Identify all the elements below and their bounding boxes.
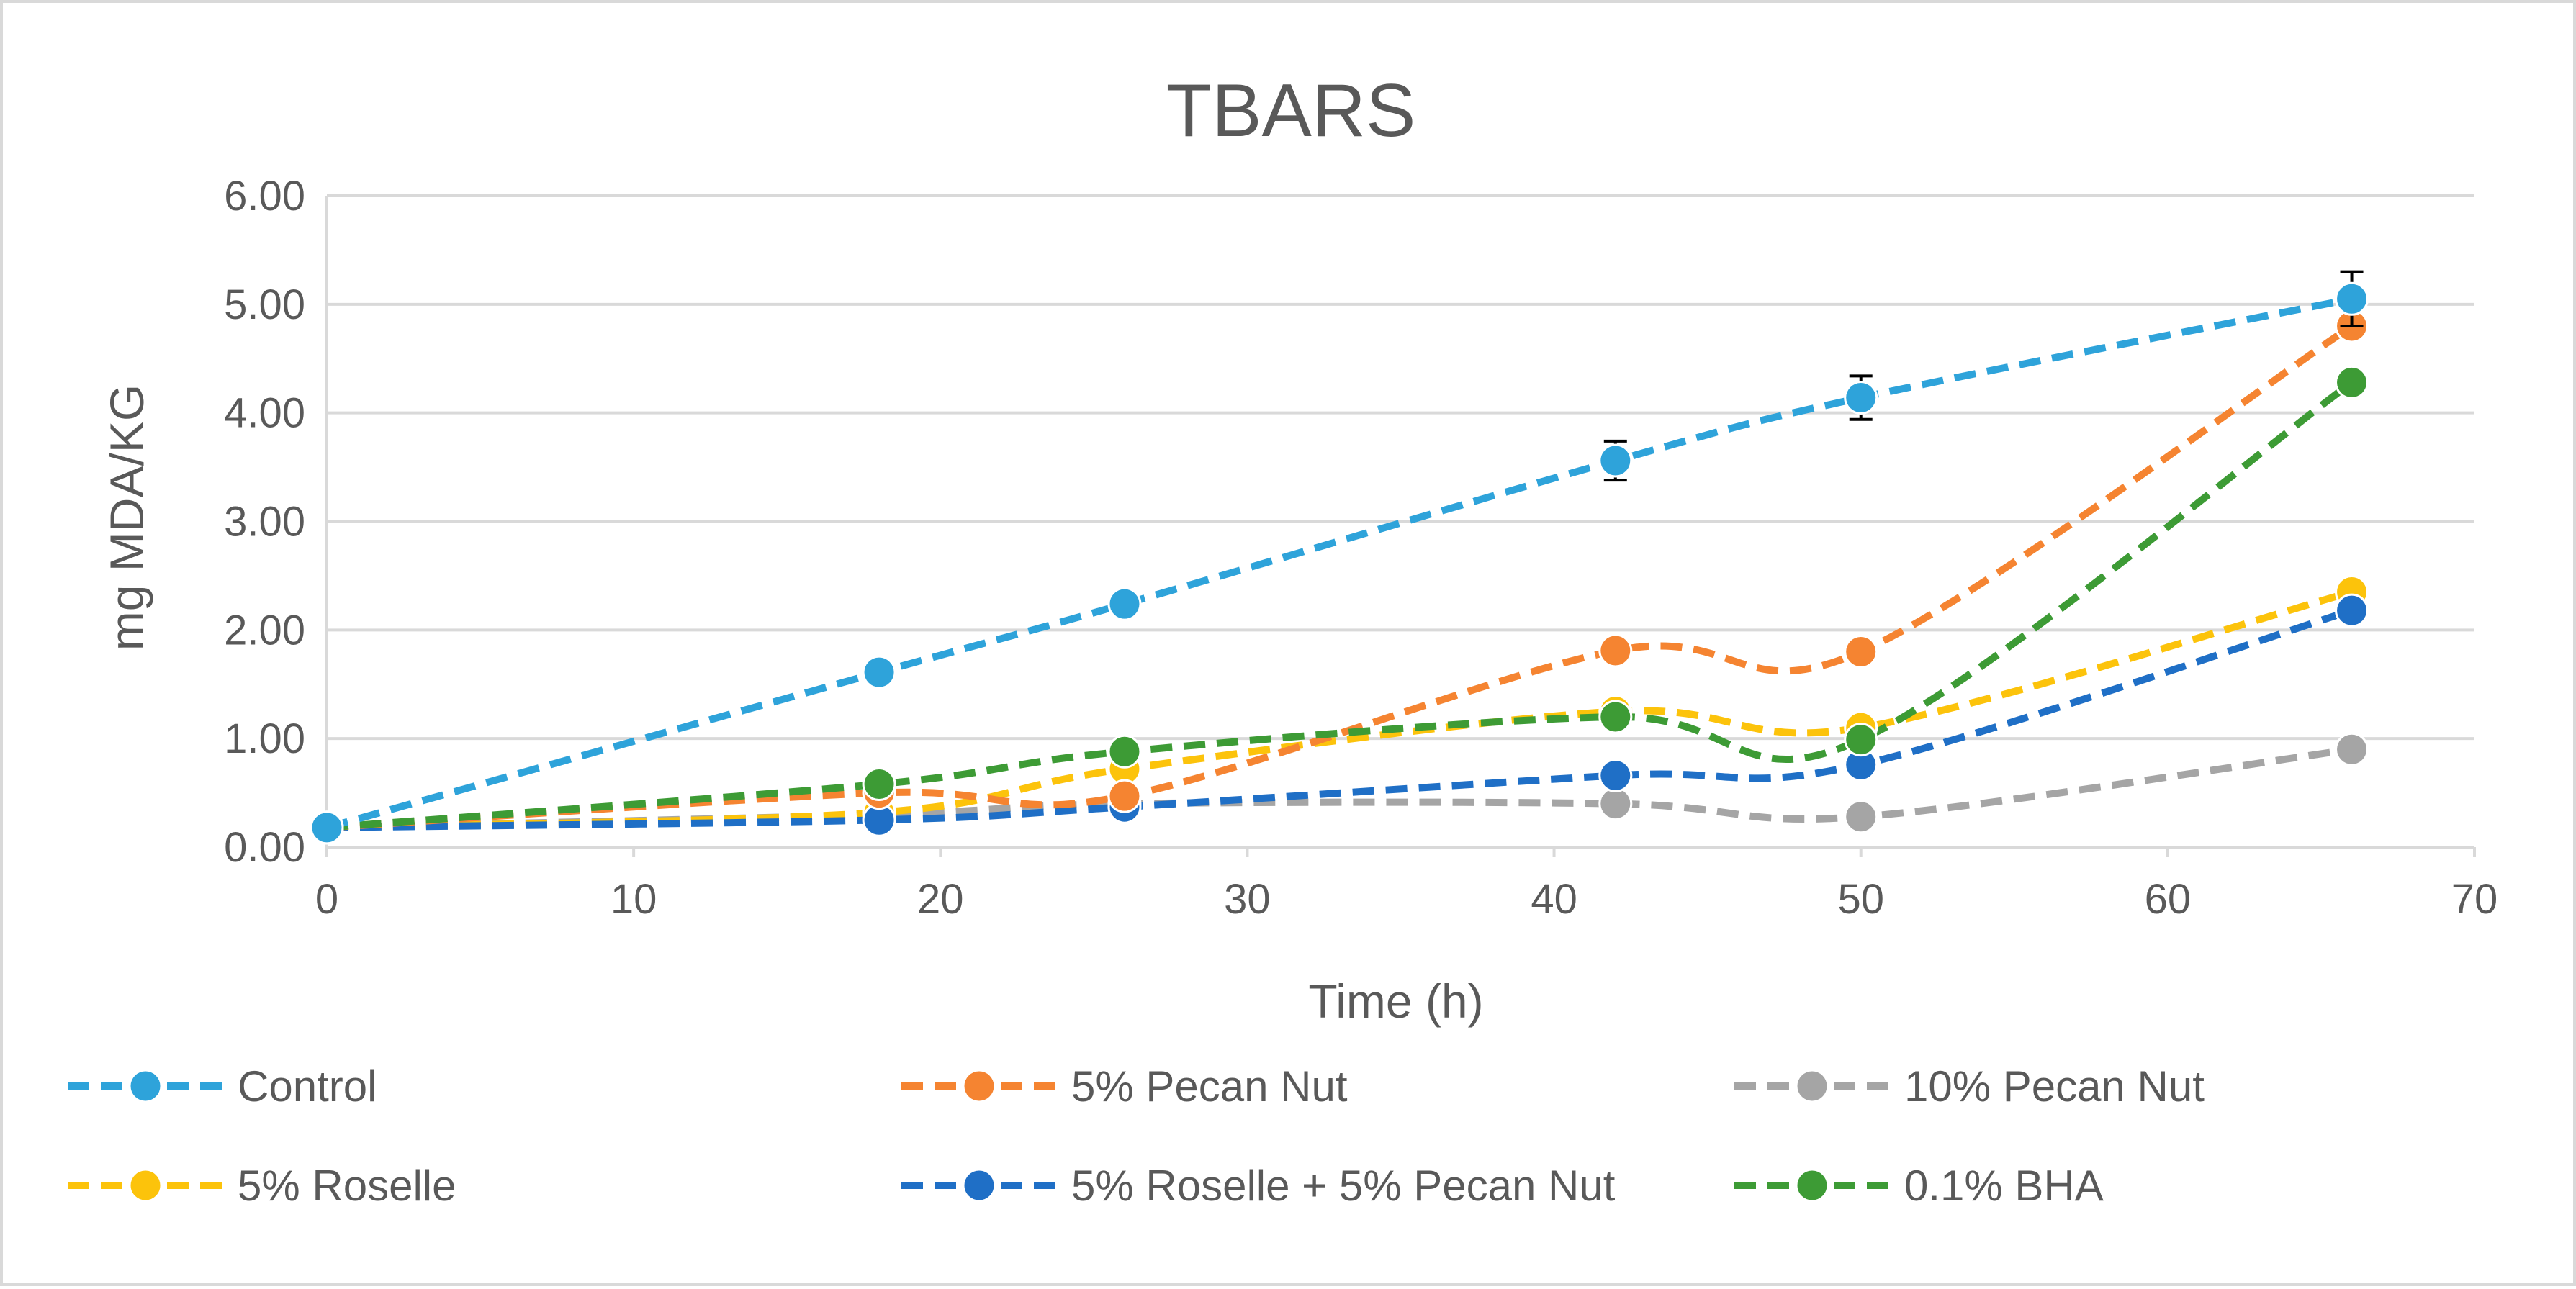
y-axis-title: mg MDA/KG [100, 384, 153, 651]
data-point-5-pecan-nut [1844, 635, 1878, 669]
legend-marker [1795, 1168, 1829, 1203]
data-point-5-roselle-5-pecan-nut [1598, 758, 1633, 792]
data-point-10-pecan-nut [1844, 800, 1878, 834]
legend-item-5-pecan-nut: 5% Pecan Nut [901, 1062, 1348, 1111]
legend-marker [128, 1168, 163, 1203]
y-tick-label: 1.00 [224, 715, 305, 762]
legend-label: 5% Roselle [238, 1162, 456, 1210]
legend-item-5-roselle-5-pecan-nut: 5% Roselle + 5% Pecan Nut [901, 1162, 1616, 1210]
x-tick-label: 30 [1224, 876, 1271, 923]
legend-label: Control [238, 1062, 377, 1111]
legend-item-5-roselle: 5% Roselle [68, 1162, 456, 1210]
y-tick-label: 5.00 [224, 281, 305, 328]
legend: Control 5% Pecan Nut 10% Pecan Nut 5% Rosel… [68, 1062, 2205, 1210]
series-line-5-roselle-5-pecan-nut [326, 607, 2354, 831]
data-point-10-pecan-nut [2335, 732, 2369, 766]
tbars-chart: TBARS 0.00 1.00 2.00 3.00 4.00 5.00 6.00 0 10 20 3… [68, 69, 2498, 1210]
x-axis-title: Time (h) [1308, 974, 1483, 1028]
legend-label: 5% Roselle + 5% Pecan Nut [1071, 1162, 1616, 1210]
x-tick-label: 40 [1531, 876, 1577, 923]
y-tick-label: 0.00 [224, 824, 305, 871]
data-point-0-1-bha [1107, 734, 1142, 769]
legend-item-control: Control [68, 1062, 377, 1111]
y-tick-label: 6.00 [224, 173, 305, 220]
axes: 0.00 1.00 2.00 3.00 4.00 5.00 6.00 0 10 20 30 40 50 6… [224, 173, 2498, 923]
data-point-control [310, 810, 344, 845]
data-point-0-1-bha [1844, 723, 1878, 757]
data-point-0-1-bha [862, 767, 896, 802]
gridlines [327, 194, 2474, 741]
y-tick-label: 2.00 [224, 607, 305, 653]
data-point-control [1844, 381, 1878, 415]
series-lines [325, 295, 2354, 831]
x-tick-label: 50 [1837, 876, 1884, 923]
legend-label: 10% Pecan Nut [1904, 1062, 2205, 1111]
x-tick-label: 20 [917, 876, 964, 923]
legend-label: 5% Pecan Nut [1071, 1062, 1348, 1111]
legend-item-0-1-bha: 0.1% BHA [1734, 1162, 2104, 1210]
series-line-5-pecan-nut [326, 322, 2354, 831]
legend-item-10-pecan-nut: 10% Pecan Nut [1734, 1062, 2205, 1111]
series-line-0-1-bha [326, 379, 2354, 831]
x-tick-label: 60 [2145, 876, 2192, 923]
series-line-control [325, 295, 2353, 831]
data-point-0-1-bha [2335, 365, 2369, 399]
chart-title: TBARS [1166, 69, 1416, 153]
data-point-control [862, 655, 896, 689]
legend-marker [1795, 1069, 1829, 1103]
data-point-10-pecan-nut [1598, 787, 1633, 821]
data-point-control [1598, 443, 1633, 478]
data-point-5-pecan-nut [1598, 633, 1633, 668]
series-markers [310, 270, 2369, 845]
series-line-10-pecan-nut [326, 746, 2353, 831]
legend-label: 0.1% BHA [1904, 1162, 2104, 1210]
x-tick-label: 70 [2451, 876, 2498, 923]
data-point-0-1-bha [1598, 700, 1633, 734]
legend-marker [128, 1069, 163, 1103]
x-tick-label: 10 [611, 876, 657, 923]
legend-marker [962, 1069, 996, 1103]
data-point-5-pecan-nut [1107, 779, 1142, 813]
y-tick-label: 3.00 [224, 499, 305, 546]
data-point-control [1107, 587, 1142, 621]
x-tick-label: 0 [315, 876, 338, 923]
legend-marker [962, 1168, 996, 1203]
data-point-5-roselle-5-pecan-nut [2335, 593, 2369, 628]
y-tick-label: 4.00 [224, 390, 305, 437]
data-point-control [2335, 281, 2369, 316]
